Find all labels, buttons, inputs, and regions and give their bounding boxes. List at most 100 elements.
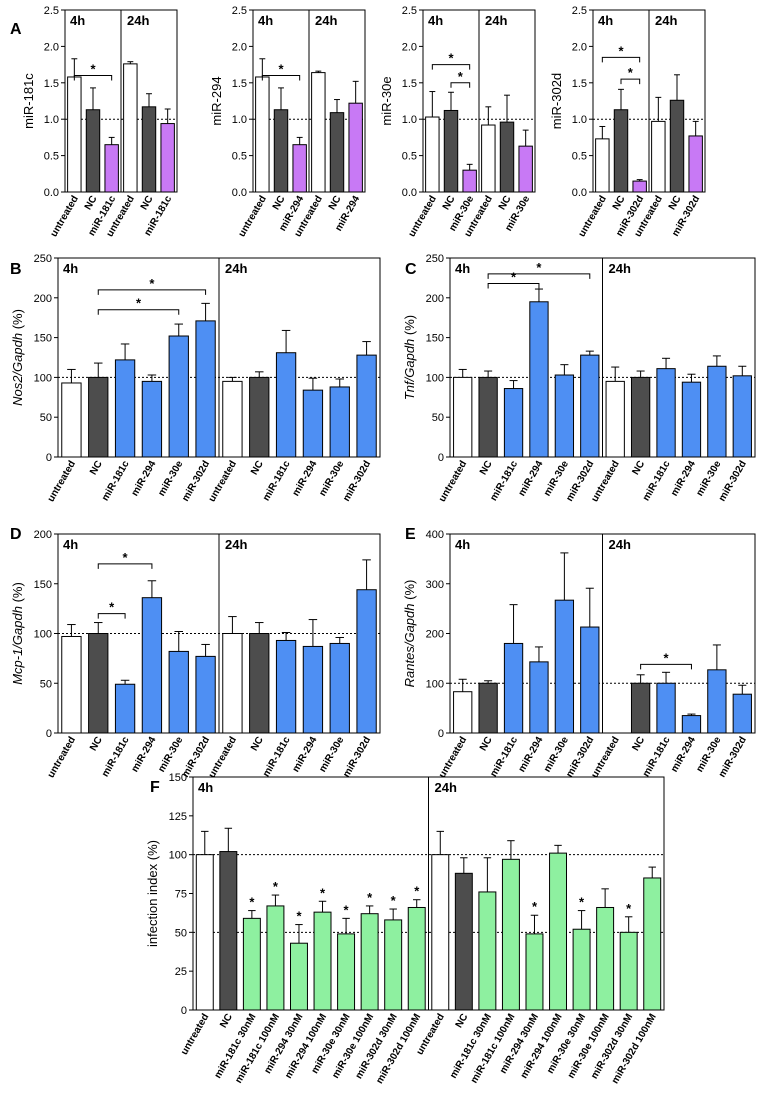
y-tick-label: 200: [426, 293, 444, 305]
category-label: NC: [478, 459, 495, 477]
category-label: NC: [271, 194, 288, 212]
y-axis-label-gene: Rantes/Gapdh: [402, 604, 417, 688]
bar-2: [242, 917, 261, 1011]
y-tick-label: 25: [175, 966, 187, 978]
bar-14: [525, 933, 544, 1011]
category-label: NC: [249, 459, 266, 477]
bar-5: [580, 626, 600, 734]
bar-3: [311, 72, 326, 193]
bar-2: [462, 169, 477, 193]
y-tick-label: 0.5: [402, 151, 417, 163]
bar-1: [88, 376, 109, 458]
time-label-24h: 24h: [435, 780, 457, 795]
significance-star: *: [579, 895, 585, 910]
y-tick-label: 50: [175, 927, 187, 939]
bar-4: [554, 599, 575, 734]
category-label: untreated: [207, 735, 239, 780]
significance-star: *: [391, 893, 397, 908]
significance-star: *: [273, 879, 279, 894]
time-label-4h: 4h: [258, 13, 273, 28]
category-label: NC: [454, 1012, 471, 1030]
significance-bracket: [620, 78, 641, 85]
bar-5: [518, 145, 533, 193]
significance-star: *: [618, 43, 624, 58]
bar-4: [329, 112, 345, 193]
y-tick-label: 2.5: [232, 5, 247, 17]
time-label-4h: 4h: [63, 261, 78, 276]
y-tick-label: 0.5: [232, 151, 247, 163]
panel-E-7: 0 100 200 300 400 Rantes/Gapdh (%) 4h 24h Euntre…: [402, 526, 756, 780]
bar-10: [707, 669, 727, 734]
category-label: miR-294: [130, 459, 159, 499]
significance-star: *: [448, 51, 454, 66]
bar-1: [85, 109, 101, 193]
y-axis-label-gene: Mcp-1/Gapdh: [10, 606, 25, 685]
category-label: miR-181c: [261, 459, 293, 503]
bar-5: [160, 123, 175, 193]
bar-6: [337, 933, 356, 1011]
time-label-4h: 4h: [428, 13, 443, 28]
bar-4: [168, 650, 189, 734]
y-axis-label: miR-30e: [379, 76, 394, 125]
significance-star: *: [511, 269, 517, 284]
bar-11: [356, 354, 377, 458]
category-label: miR-302d: [341, 735, 373, 779]
y-tick-label: 100: [169, 850, 187, 862]
bar-9: [681, 381, 702, 458]
category-label: untreated: [179, 1012, 211, 1057]
y-tick-label: 0: [438, 452, 444, 464]
bar-9: [302, 645, 324, 734]
bar-10: [329, 642, 350, 734]
y-tick-label: 0: [181, 1005, 187, 1017]
y-tick-label: 0.0: [572, 187, 587, 199]
time-label-24h: 24h: [485, 13, 507, 28]
bar-1: [478, 376, 498, 458]
bar-1: [613, 109, 629, 193]
bar-3: [529, 661, 549, 734]
category-label: miR-181c: [100, 735, 132, 779]
category-label: miR-302d: [341, 459, 373, 503]
bar-4: [168, 335, 189, 458]
time-label-24h: 24h: [225, 261, 247, 276]
bar-8: [275, 352, 297, 458]
bar-5: [688, 135, 703, 193]
bar-10: [707, 365, 727, 458]
time-label-4h: 4h: [198, 780, 213, 795]
significance-bracket: [261, 75, 301, 81]
time-label-24h: 24h: [609, 537, 631, 552]
bar-9: [681, 715, 702, 734]
y-tick-label: 100: [34, 629, 52, 641]
panel-letter: E: [405, 526, 416, 543]
bar-0: [453, 376, 473, 458]
y-tick-label: 100: [34, 372, 52, 384]
y-tick-label: 1.5: [402, 78, 417, 90]
significance-star: *: [296, 909, 302, 924]
bar-3: [651, 120, 666, 193]
bar-4: [141, 106, 157, 193]
bar-16: [572, 928, 591, 1011]
bar-2: [632, 180, 647, 193]
significance-bracket: [487, 282, 540, 289]
bar-2: [292, 144, 307, 193]
y-tick-label: 150: [169, 772, 187, 784]
y-tick-label: 0.0: [402, 187, 417, 199]
significance-bracket: [73, 75, 113, 81]
time-label-24h: 24h: [655, 13, 677, 28]
time-label-24h: 24h: [225, 537, 247, 552]
significance-bracket: [487, 273, 591, 279]
bar-0: [425, 116, 440, 193]
y-tick-label: 2.0: [402, 41, 417, 53]
panel-B-4: 0 50 100 150 200 250 Nos2/Gapdh (%) 4h 24h Buntre…: [10, 253, 381, 504]
y-axis-label-gene: Tnf/Gapdh: [402, 339, 417, 400]
bar-5: [580, 354, 600, 458]
panel-F-8: 0 25 50 75 100 125 150 infection index (%) 4h 24h…: [145, 772, 665, 1086]
significance-bracket: [97, 613, 126, 619]
category-label: miR-30e: [317, 735, 346, 775]
y-tick-label: 250: [426, 253, 444, 265]
bar-1: [88, 633, 109, 734]
significance-star: *: [664, 650, 670, 665]
y-axis-label: Nos2/Gapdh (%): [10, 309, 25, 406]
significance-star: *: [123, 550, 129, 565]
bar-3: [123, 63, 138, 193]
